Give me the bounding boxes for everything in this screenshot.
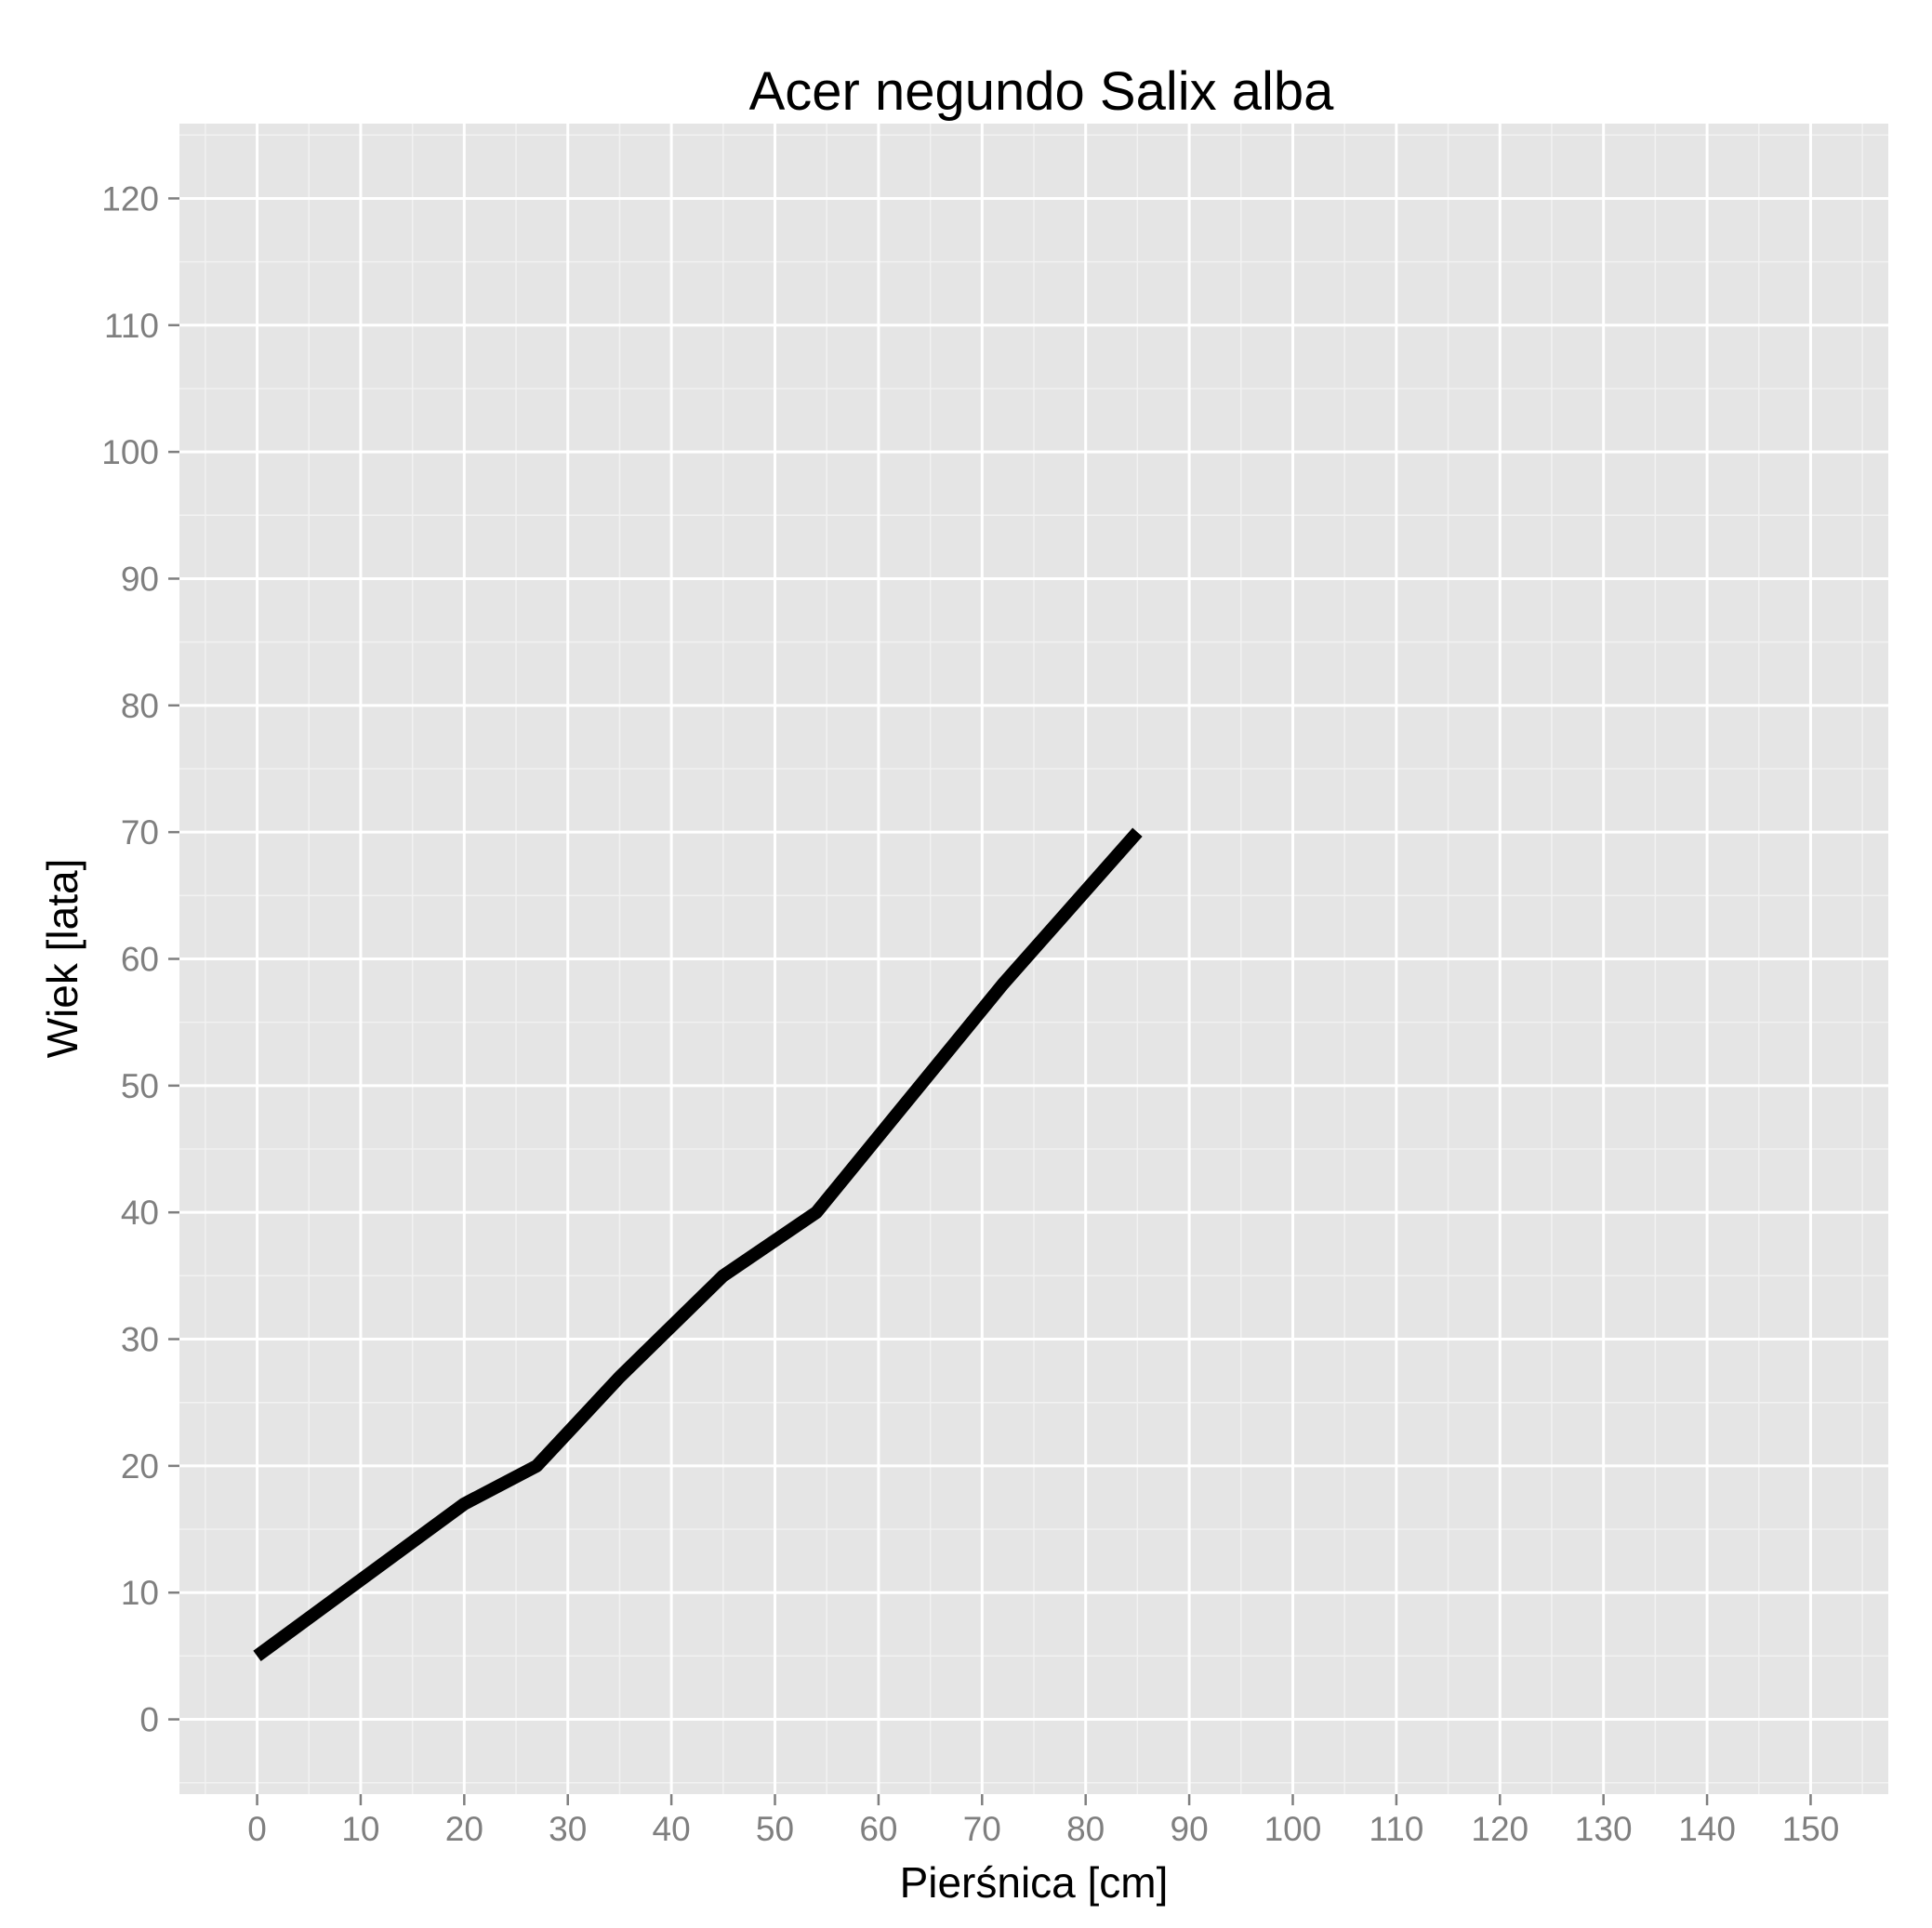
x-tick-label: 0 <box>247 1810 267 1848</box>
y-tick-label: 100 <box>101 433 159 471</box>
x-tick-label: 60 <box>859 1810 897 1848</box>
x-tick-label: 110 <box>1369 1810 1423 1848</box>
y-tick-label: 10 <box>121 1574 159 1612</box>
x-tick-label: 10 <box>341 1810 379 1848</box>
x-tick-label: 20 <box>445 1810 483 1848</box>
x-axis-title: Pierśnica [cm] <box>900 1858 1169 1907</box>
y-tick-label: 60 <box>121 941 159 979</box>
y-tick-label: 0 <box>139 1701 159 1739</box>
x-axis: 0 10 20 30 40 50 60 70 80 90 100 110 120 130 140 150 <box>247 1794 1839 1848</box>
y-tick-label: 20 <box>121 1447 159 1486</box>
major-gridlines <box>179 124 1888 1794</box>
x-tick-label: 140 <box>1678 1810 1736 1848</box>
x-tick-label: 30 <box>549 1810 587 1848</box>
y-tick-label: 70 <box>121 813 159 852</box>
x-tick-label: 90 <box>1171 1810 1209 1848</box>
y-tick-label: 110 <box>104 307 159 345</box>
y-tick-label: 50 <box>121 1067 159 1105</box>
x-tick-label: 50 <box>756 1810 794 1848</box>
x-tick-label: 70 <box>963 1810 1001 1848</box>
y-tick-label: 90 <box>121 560 159 598</box>
x-tick-label: 80 <box>1066 1810 1105 1848</box>
x-tick-label: 130 <box>1575 1810 1633 1848</box>
y-axis-title: Wiek [lata] <box>38 859 86 1059</box>
x-tick-label: 100 <box>1264 1810 1322 1848</box>
x-tick-label: 120 <box>1471 1810 1528 1848</box>
y-axis: 0 10 20 30 40 50 60 70 80 90 100 110 120 <box>101 179 179 1739</box>
x-tick-label: 150 <box>1782 1810 1840 1848</box>
x-tick-label: 40 <box>653 1810 691 1848</box>
series-layer <box>253 827 1143 1662</box>
chart-title: Acer negundo Salix alba <box>749 61 1335 122</box>
y-tick-label: 80 <box>121 687 159 725</box>
series-line <box>253 827 1143 1662</box>
y-tick-label: 40 <box>121 1194 159 1232</box>
y-tick-label: 30 <box>121 1321 159 1359</box>
y-tick-label: 120 <box>101 179 159 218</box>
